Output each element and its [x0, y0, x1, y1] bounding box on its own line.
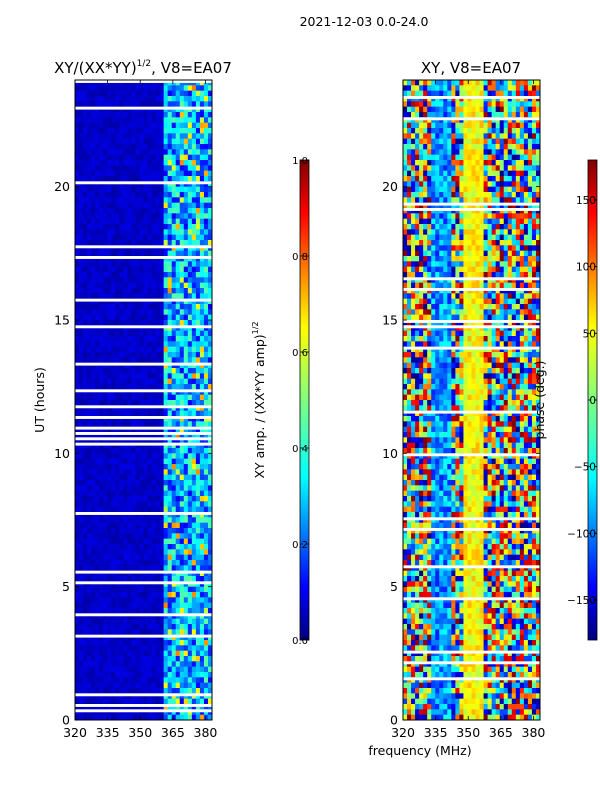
left-axes-frame	[74, 79, 213, 721]
colorbar-tick-label: 1.0	[292, 156, 308, 167]
colorbar-amp	[299, 159, 310, 641]
x-tick-label: 320	[63, 725, 87, 740]
y-tick-label: 10	[382, 446, 398, 461]
left-axis-ticks: 320 335 350 365 380 0 5 10 15 20	[54, 80, 217, 740]
x-tick-label: 365	[161, 725, 185, 740]
x-tick-label: 365	[489, 725, 513, 740]
colorbar-tick-label: 0.2	[292, 540, 308, 551]
left-heatmap	[75, 80, 212, 720]
left-plot-title: XY/(XX*YY)1/2, V8=EA07	[54, 59, 232, 77]
colorbar-tick-label: 50	[583, 328, 596, 340]
x-tick-label: 320	[391, 725, 415, 740]
colorbar-tick-label: 100	[576, 262, 596, 274]
colorbar-tick-label: 0.6	[292, 348, 308, 359]
y-tick-label: 10	[54, 446, 70, 461]
colorbar-tick-label: −100	[567, 528, 596, 540]
x-tick-label: 380	[194, 725, 218, 740]
y-tick-label: 5	[62, 579, 70, 594]
colorbar-tick-label: 0.4	[292, 444, 308, 455]
y-tick-label: 0	[390, 713, 398, 728]
x-tick-label: 380	[522, 725, 546, 740]
colorbar-tick-label: 0.0	[292, 636, 308, 647]
y-tick-label: 15	[382, 313, 398, 328]
suptitle: 2021-12-03 0.0-24.0	[300, 14, 429, 29]
left-title-tail: , V8=EA07	[151, 59, 232, 77]
x-tick-label: 350	[128, 725, 152, 740]
colorbar-phase-ticks: 150 100 50 0 −50 −100 −150	[567, 195, 597, 607]
y-tick-label: 5	[390, 579, 398, 594]
y-tick-label: 0	[62, 713, 70, 728]
colorbar-tick-label: 0.8	[292, 252, 308, 263]
colorbar-amp-label-sup: 1/2	[251, 321, 260, 334]
y-tick-label: 15	[54, 313, 70, 328]
right-heatmap	[403, 80, 540, 720]
left-ylabel: UT (hours)	[32, 367, 47, 433]
x-tick-label: 350	[456, 725, 480, 740]
colorbar-amp-label: XY amp. / (XX*YY amp)1/2	[251, 321, 267, 478]
colorbar-amp-label-main: XY amp. / (XX*YY amp)	[252, 334, 267, 478]
colorbar-tick-label: −50	[574, 462, 596, 474]
colorbar-amp-ticks: 0.0 0.2 0.4 0.6 0.8 1.0	[292, 156, 309, 647]
y-tick-label: 20	[54, 179, 70, 194]
x-tick-label: 335	[96, 725, 120, 740]
colorbar-tick-label: 0	[589, 395, 596, 407]
colorbar-tick-label: 150	[576, 195, 596, 207]
left-title-sup: 1/2	[137, 59, 151, 69]
right-axis-ticks: 320 335 350 365 380 0 5 10 15 20	[382, 80, 545, 740]
right-plot-title: XY, V8=EA07	[421, 59, 521, 77]
right-axes-frame	[402, 79, 541, 721]
shared-xlabel: frequency (MHz)	[368, 743, 471, 758]
left-title-main: XY/(XX*YY)	[54, 59, 137, 77]
x-tick-label: 335	[424, 725, 448, 740]
colorbar-tick-label: −150	[567, 595, 596, 607]
y-tick-label: 20	[382, 179, 398, 194]
colorbar-phase-label: phase (deg.)	[532, 361, 547, 440]
